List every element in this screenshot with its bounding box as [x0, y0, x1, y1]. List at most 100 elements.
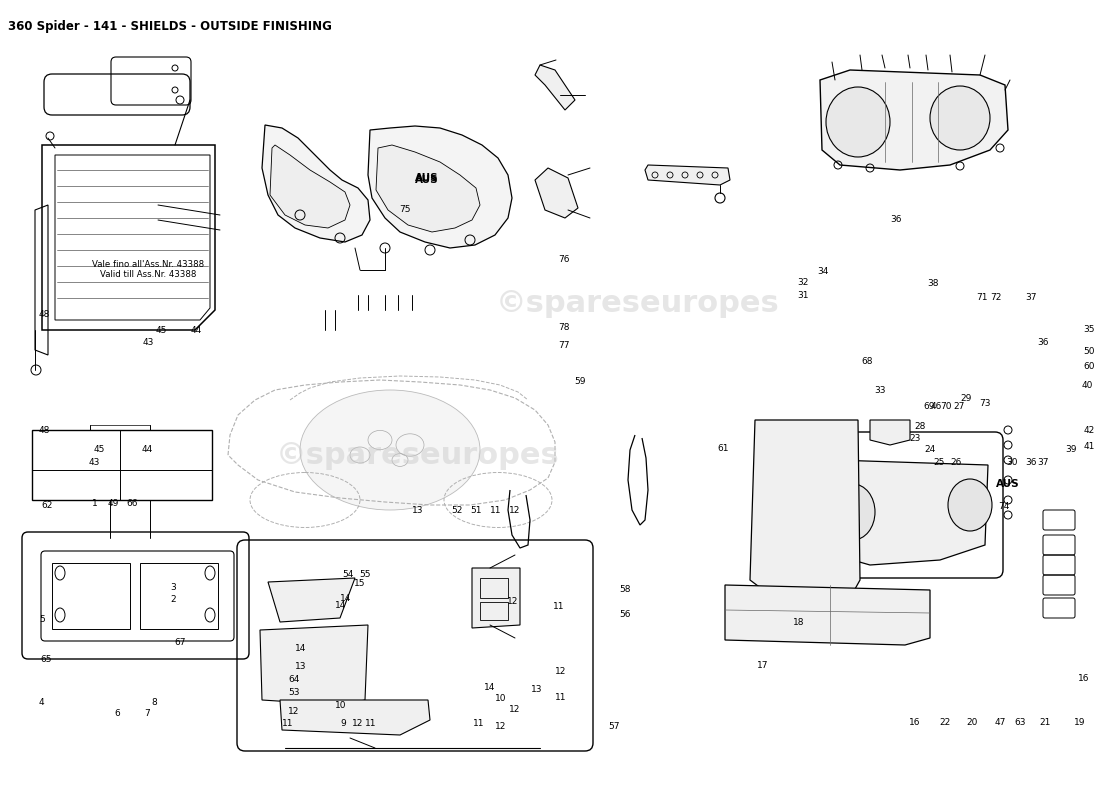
Text: 12: 12 [288, 706, 299, 716]
Text: 69: 69 [924, 402, 935, 411]
Polygon shape [645, 165, 730, 185]
Polygon shape [535, 65, 575, 110]
Bar [480, 578, 508, 598]
Text: 4: 4 [39, 698, 45, 707]
Text: 51: 51 [471, 506, 482, 515]
Text: 23: 23 [910, 434, 921, 443]
Bar [140, 563, 218, 629]
Text: 67: 67 [175, 638, 186, 647]
Text: 55: 55 [360, 570, 371, 579]
Text: 20: 20 [967, 718, 978, 727]
Polygon shape [870, 420, 910, 445]
Text: 58: 58 [619, 585, 630, 594]
Text: 11: 11 [283, 719, 294, 729]
Text: 2: 2 [169, 595, 176, 605]
Polygon shape [820, 70, 1008, 170]
Text: 37: 37 [1037, 458, 1048, 467]
Text: 78: 78 [559, 323, 570, 333]
Text: 12: 12 [507, 597, 518, 606]
Text: 33: 33 [874, 386, 886, 395]
Text: 36: 36 [1025, 458, 1036, 467]
Text: 34: 34 [817, 267, 828, 277]
Text: 53: 53 [288, 688, 299, 698]
Text: 49: 49 [108, 499, 119, 509]
Text: 13: 13 [531, 685, 542, 694]
Text: 35: 35 [1084, 325, 1094, 334]
Text: 21: 21 [1040, 718, 1050, 727]
Text: 44: 44 [190, 326, 201, 335]
Polygon shape [268, 578, 355, 622]
Text: 46: 46 [931, 402, 942, 411]
Text: 70: 70 [940, 402, 952, 411]
Text: Vale fino all'Ass.Nr. 43388
Valid till Ass.Nr. 43388: Vale fino all'Ass.Nr. 43388 Valid till A… [92, 260, 205, 279]
Ellipse shape [948, 479, 992, 531]
Text: 47: 47 [994, 718, 1005, 727]
Text: 13: 13 [412, 506, 424, 515]
Text: 3: 3 [169, 583, 176, 593]
Bar [480, 602, 508, 620]
Text: 10: 10 [495, 694, 506, 703]
Text: 5: 5 [39, 615, 45, 625]
Text: AUS: AUS [415, 175, 439, 185]
Text: 71: 71 [977, 293, 988, 302]
Text: 32: 32 [798, 278, 808, 287]
Text: 38: 38 [927, 279, 938, 289]
Text: 11: 11 [553, 602, 564, 611]
Text: 17: 17 [757, 661, 768, 670]
Text: ©spareseuropes: ©spareseuropes [496, 290, 780, 318]
Text: 13: 13 [295, 662, 306, 671]
Ellipse shape [930, 86, 990, 150]
Text: 64: 64 [288, 675, 299, 685]
Ellipse shape [830, 484, 874, 540]
Text: 50: 50 [1084, 347, 1094, 357]
Text: 30: 30 [1006, 458, 1018, 467]
Polygon shape [368, 126, 512, 248]
Text: 12: 12 [352, 719, 363, 729]
Text: 6: 6 [114, 709, 121, 718]
Text: 14: 14 [295, 644, 306, 654]
Text: 62: 62 [42, 501, 53, 510]
Text: 11: 11 [473, 719, 484, 729]
Text: 12: 12 [495, 722, 506, 731]
Text: 19: 19 [1075, 718, 1086, 727]
Text: 77: 77 [559, 341, 570, 350]
Polygon shape [262, 125, 370, 242]
Text: 25: 25 [934, 458, 945, 467]
Text: 27: 27 [954, 402, 965, 411]
Text: 60: 60 [1084, 362, 1094, 371]
Text: 36: 36 [891, 215, 902, 225]
Text: 16: 16 [910, 718, 921, 727]
Text: 12: 12 [556, 667, 566, 677]
Text: 48: 48 [39, 310, 50, 319]
Text: 22: 22 [939, 718, 950, 727]
Text: 68: 68 [861, 357, 872, 366]
Bar [32, 430, 212, 500]
Bar [52, 563, 130, 629]
Text: 41: 41 [1084, 442, 1094, 451]
Text: 18: 18 [793, 618, 804, 627]
Text: 75: 75 [399, 205, 410, 214]
Text: 26: 26 [950, 458, 961, 467]
Text: 14: 14 [340, 594, 351, 603]
Text: 44: 44 [142, 445, 153, 454]
Text: 12: 12 [509, 705, 520, 714]
Text: 7: 7 [144, 709, 151, 718]
Text: 43: 43 [143, 338, 154, 347]
Text: 56: 56 [619, 610, 630, 619]
Text: 74: 74 [999, 502, 1010, 511]
Text: 73: 73 [979, 399, 990, 409]
Text: 28: 28 [914, 422, 925, 431]
Polygon shape [725, 585, 929, 645]
Text: 12: 12 [509, 506, 520, 515]
Text: 52: 52 [451, 506, 462, 515]
Text: 66: 66 [126, 499, 138, 509]
Ellipse shape [826, 87, 890, 157]
Text: AUS: AUS [415, 174, 439, 183]
Text: 11: 11 [491, 506, 502, 515]
Text: 45: 45 [156, 326, 167, 335]
Text: 54: 54 [342, 570, 353, 579]
Text: ©spareseuropes: ©spareseuropes [276, 442, 560, 470]
Text: 40: 40 [1081, 381, 1092, 390]
Text: 39: 39 [1066, 445, 1077, 454]
Text: 59: 59 [574, 377, 585, 386]
